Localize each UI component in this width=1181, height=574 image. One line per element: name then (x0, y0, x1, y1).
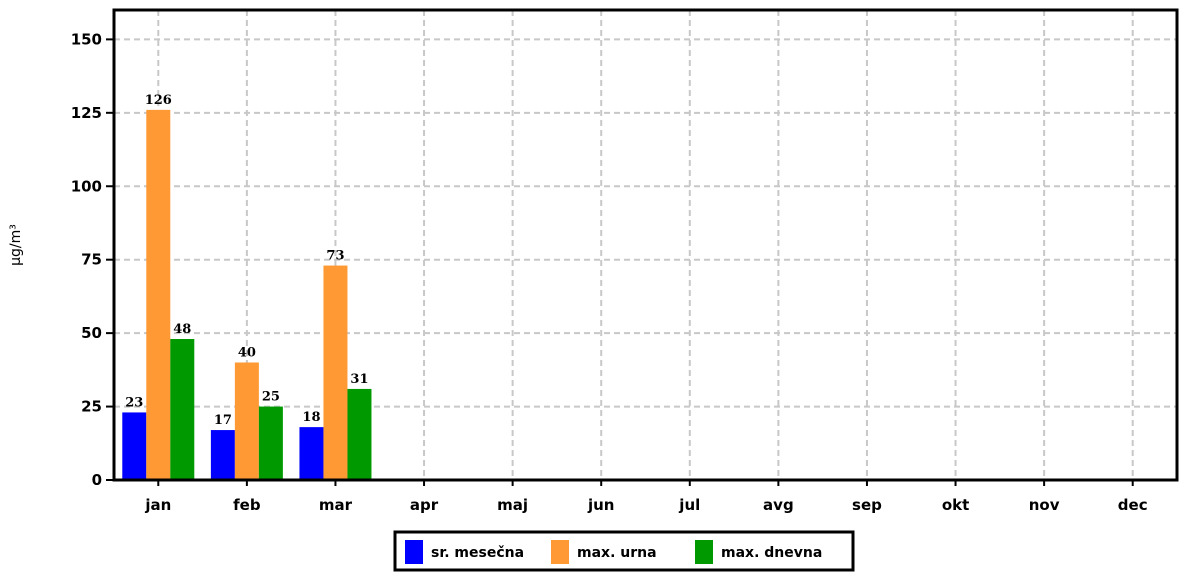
x-tick-label: dec (1118, 496, 1148, 514)
bar (234, 362, 259, 480)
bar-value-label: 31 (350, 372, 368, 387)
y-axis: 0 25 50 75 100 125 150 (71, 30, 114, 489)
legend-swatch (405, 540, 423, 564)
bars-group: 23 17 18 126 40 73 48 25 31 (122, 93, 372, 480)
y-tick-label: 125 (71, 104, 102, 122)
bar-value-label: 126 (145, 93, 172, 108)
legend-box (393, 530, 855, 572)
bar (210, 430, 235, 480)
x-tick-label: sep (852, 496, 882, 514)
bar-value-label: 73 (326, 249, 344, 264)
bar (347, 388, 372, 480)
bar (258, 406, 283, 480)
bar (146, 109, 171, 480)
bar-value-label: 17 (214, 413, 232, 428)
y-axis-label: µg/m³ (8, 224, 24, 266)
bar-value-label: 18 (302, 410, 320, 425)
y-tick-label: 0 (92, 471, 102, 489)
legend-label: max. dnevna (721, 545, 822, 561)
x-tick-label: mar (319, 496, 353, 514)
legend-label: max. urna (577, 545, 657, 561)
bar-value-label: 48 (173, 322, 191, 337)
bar-value-label: 23 (125, 395, 143, 410)
x-tick-label: avg (763, 496, 794, 514)
bar-value-label: 40 (238, 346, 256, 361)
plot-frame (112, 8, 1179, 482)
y-tick-label: 50 (81, 324, 102, 342)
legend: sr. mesečna max. urna max. dnevna (393, 530, 855, 572)
x-tick-label: jun (587, 496, 615, 514)
x-tick-label: feb (233, 496, 261, 514)
bar-value-label: 25 (262, 390, 280, 405)
legend-swatch (695, 540, 713, 564)
x-tick-label: jul (678, 496, 700, 514)
x-tick-label: nov (1029, 496, 1060, 514)
y-tick-label: 25 (81, 398, 102, 416)
x-tick-label: maj (497, 496, 528, 514)
y-tick-label: 100 (71, 177, 102, 195)
x-tick-label: apr (410, 496, 439, 514)
bar (170, 339, 195, 480)
y-tick-label: 150 (71, 30, 102, 48)
x-tick-label: okt (942, 496, 969, 514)
bar (122, 412, 147, 480)
x-axis: jan feb mar apr maj jun jul avg sep okt nov dec (144, 480, 1148, 514)
legend-swatch (551, 540, 569, 564)
bar (323, 265, 348, 480)
y-tick-label: 75 (81, 251, 102, 269)
x-tick-label: jan (144, 496, 171, 514)
bar (299, 427, 324, 480)
legend-label: sr. mesečna (431, 545, 524, 561)
